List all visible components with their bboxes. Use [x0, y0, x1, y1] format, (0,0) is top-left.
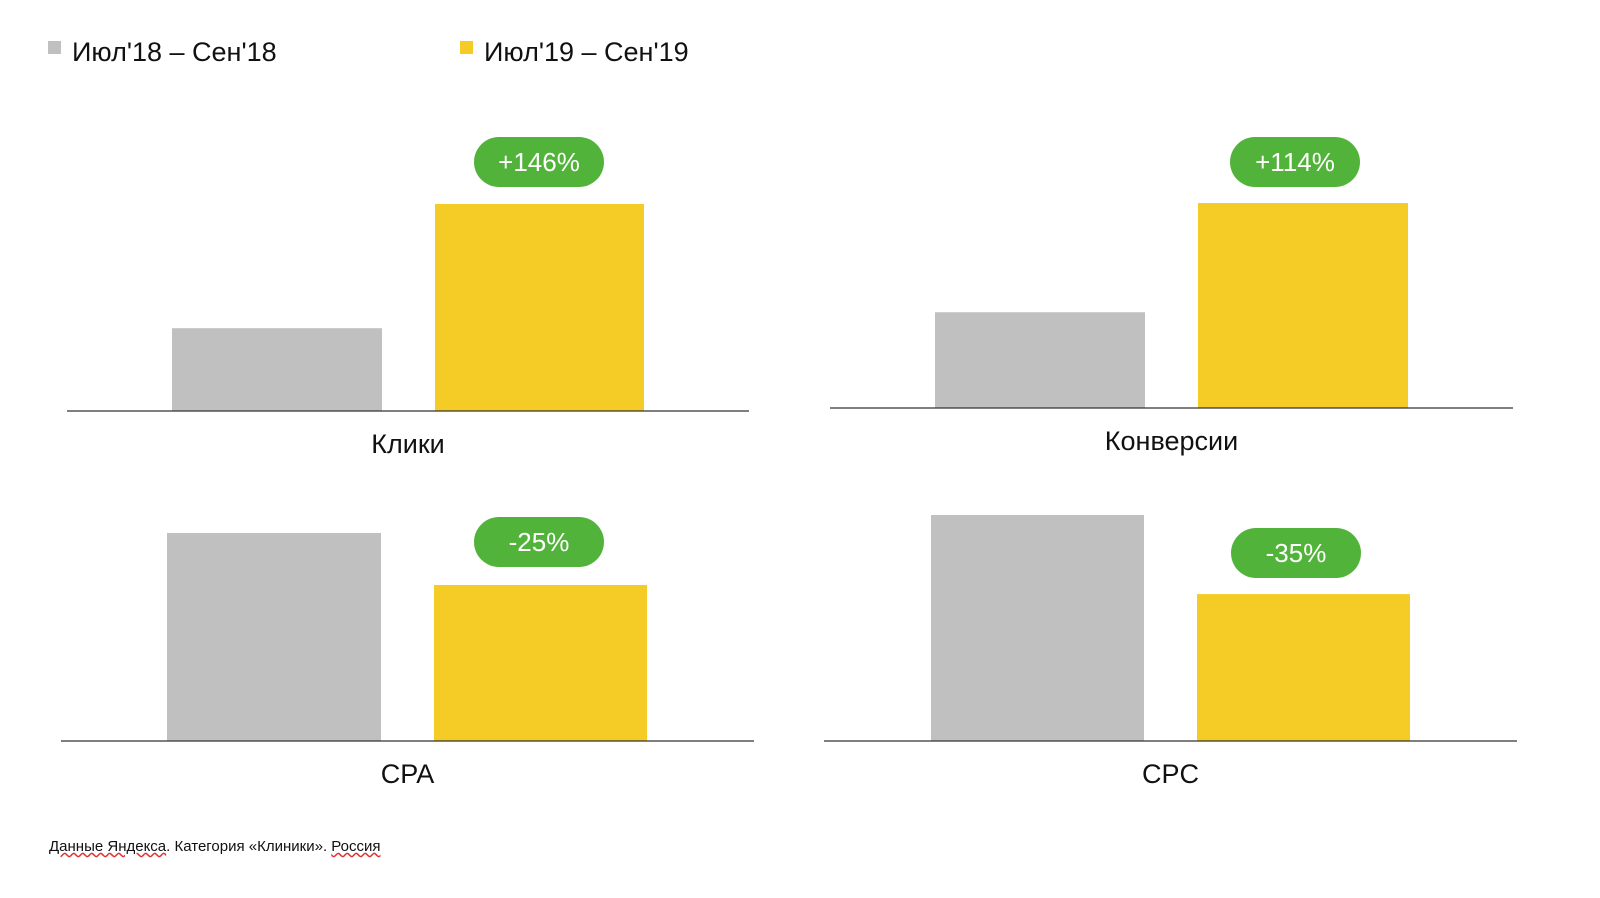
footnote: Данные Яндекса. Категория «Клиники». Рос…	[49, 838, 380, 855]
legend: Июл'18 – Сен'18 Июл'19 – Сен'19	[48, 32, 768, 72]
change-badge	[474, 137, 604, 187]
bar-period2	[435, 204, 644, 411]
chart-panel-1: Клики +146%	[67, 137, 749, 459]
change-badge-label: -25%	[509, 527, 570, 557]
chart-panel-4: CPC -35%	[824, 515, 1517, 789]
bar-period2	[434, 585, 647, 741]
bar-period1	[935, 312, 1145, 408]
footnote-source: Данные Яндекса	[49, 838, 167, 855]
legend-item-period2: Июл'19 – Сен'19	[460, 32, 689, 72]
change-badge-label: +146%	[498, 147, 580, 177]
legend-swatch-period2	[460, 40, 473, 54]
bar-period1	[167, 533, 381, 741]
chart-title: CPC	[1142, 759, 1199, 789]
chart-panel-3: CPA -25%	[61, 517, 754, 789]
change-badge-label: +114%	[1255, 147, 1335, 177]
bar-period2	[1198, 203, 1408, 408]
change-badge	[1230, 137, 1360, 187]
footnote-category: . Категория «Клиники».	[166, 838, 332, 855]
change-badge-label: -35%	[1266, 538, 1327, 568]
chart-panel-2: Конверсии +114%	[830, 137, 1513, 456]
bar-period2	[1197, 594, 1410, 741]
chart-title: CPA	[381, 759, 435, 789]
chart-title: Конверсии	[1105, 426, 1238, 456]
legend-label-period2: Июл'19 – Сен'19	[484, 36, 689, 67]
chart-title: Клики	[371, 429, 444, 459]
bar-period1	[172, 328, 382, 411]
change-badge	[1231, 528, 1361, 578]
legend-label-period1: Июл'18 – Сен'18	[72, 36, 277, 67]
footnote-region: Россия	[331, 838, 381, 855]
legend-item-period1: Июл'18 – Сен'18	[48, 32, 277, 72]
legend-swatch-period1	[48, 40, 61, 54]
bar-period1	[931, 515, 1144, 741]
change-badge	[474, 517, 604, 567]
